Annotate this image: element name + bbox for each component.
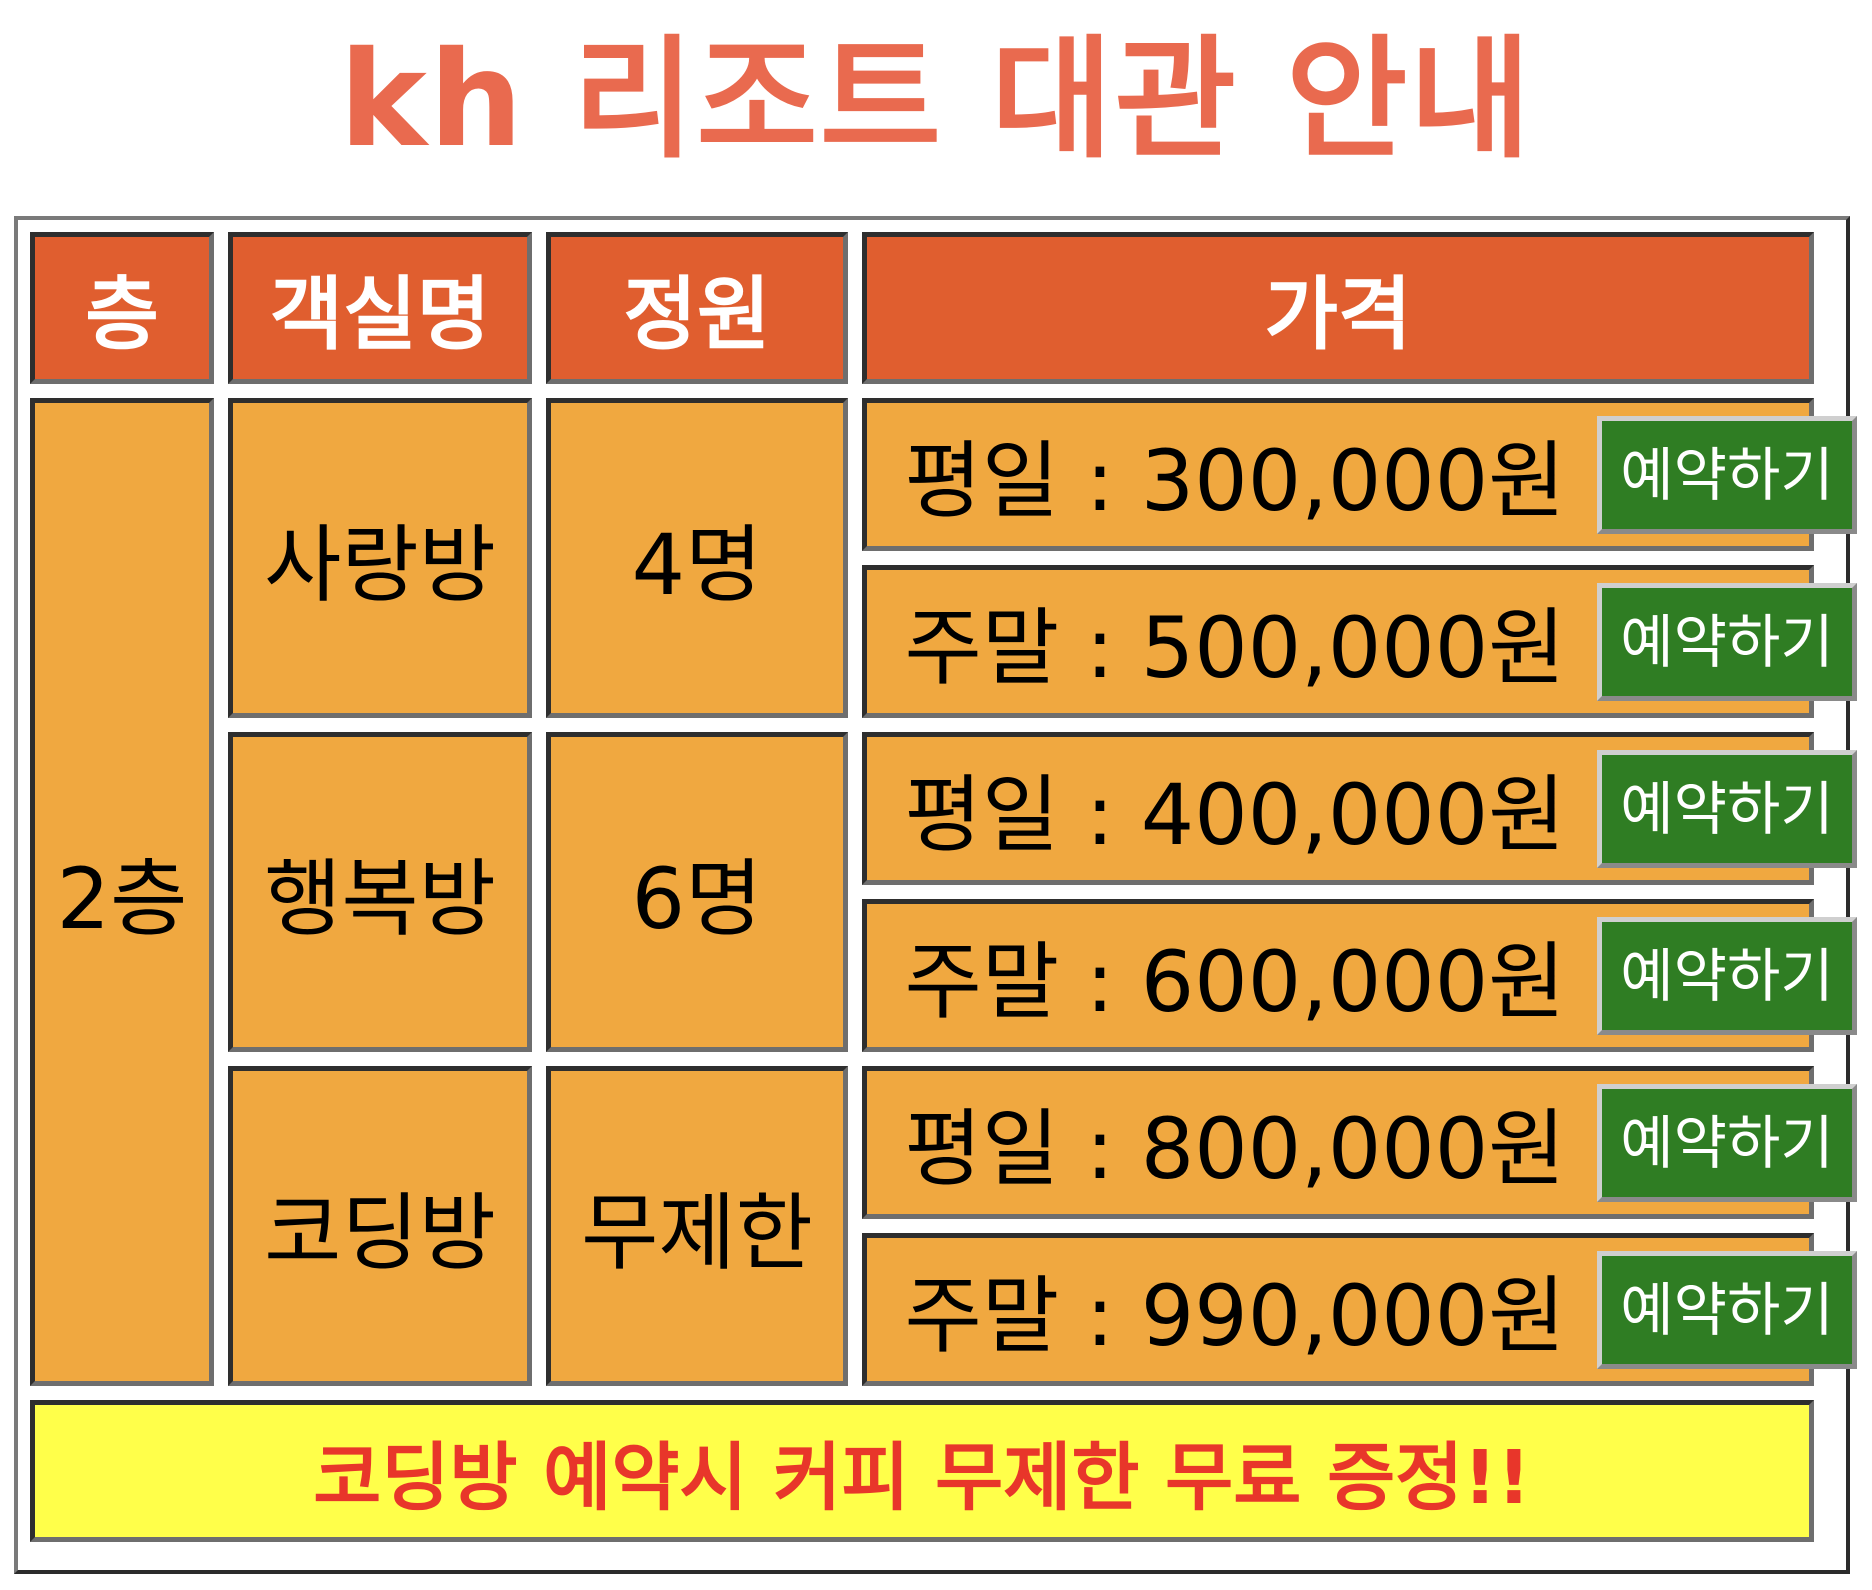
notice-banner: 코딩방 예약시 커피 무제한 무료 증정!!: [30, 1400, 1814, 1542]
capacity-cell: 무제한: [546, 1066, 848, 1386]
table-row: 행복방 6명 평일 : 400,000원 예약하기: [30, 732, 1857, 1052]
table-row: 주말 : 600,000원 예약하기: [30, 899, 1857, 1052]
price-cell: 주말 : 990,000원 예약하기: [862, 1233, 1857, 1386]
reserve-button[interactable]: 예약하기: [1597, 582, 1857, 701]
price-cell: 평일 : 300,000원 예약하기: [862, 398, 1857, 551]
price-text: 평일 : 800,000원: [904, 1100, 1566, 1198]
price-text: 평일 : 300,000원: [904, 432, 1566, 530]
reserve-button[interactable]: 예약하기: [1597, 749, 1857, 868]
price-text: 주말 : 500,000원: [904, 599, 1566, 697]
header-room-name: 객실명: [228, 232, 532, 384]
price-cell: 평일 : 800,000원 예약하기: [862, 1066, 1857, 1219]
notice-row: 코딩방 예약시 커피 무제한 무료 증정!!: [30, 1400, 1814, 1542]
table-row: 코딩방 무제한 평일 : 800,000원 예약하기: [30, 1066, 1857, 1386]
reserve-button[interactable]: 예약하기: [1597, 1250, 1857, 1369]
price-text: 주말 : 600,000원: [904, 933, 1566, 1031]
price-text: 평일 : 400,000원: [904, 766, 1566, 864]
room-name-cell: 사랑방: [228, 398, 532, 718]
table-row: 주말 : 500,000원 예약하기: [30, 565, 1857, 718]
table-header-row: 층 객실명 정원 가격: [30, 232, 1814, 384]
page-title: kh 리조트 대관 안내: [339, 23, 1533, 177]
price-cell: 주말 : 500,000원 예약하기: [862, 565, 1857, 718]
room-name-cell: 코딩방: [228, 1066, 532, 1386]
header-capacity: 정원: [546, 232, 848, 384]
capacity-cell: 6명: [546, 732, 848, 1052]
price-cell: 주말 : 600,000원 예약하기: [862, 899, 1857, 1052]
reserve-button[interactable]: 예약하기: [1597, 916, 1857, 1035]
price-cell: 평일 : 400,000원 예약하기: [862, 732, 1857, 885]
capacity-cell: 4명: [546, 398, 848, 718]
reserve-button[interactable]: 예약하기: [1597, 415, 1857, 534]
table-row: 2층 사랑방 4명 평일 : 300,000원 예약하기: [30, 398, 1857, 1386]
room-name-cell: 행복방: [228, 732, 532, 1052]
header-price: 가격: [862, 232, 1814, 384]
reserve-button[interactable]: 예약하기: [1597, 1083, 1857, 1202]
table-row: 주말 : 990,000원 예약하기: [30, 1233, 1857, 1386]
header-floor: 층: [30, 232, 214, 384]
price-text: 주말 : 990,000원: [904, 1267, 1566, 1365]
rental-table: 층 객실명 정원 가격 2층 사랑방 4명 평일 : 300,000원 예약하기 …: [16, 218, 1857, 1556]
floor-cell: 2층: [30, 398, 214, 1386]
